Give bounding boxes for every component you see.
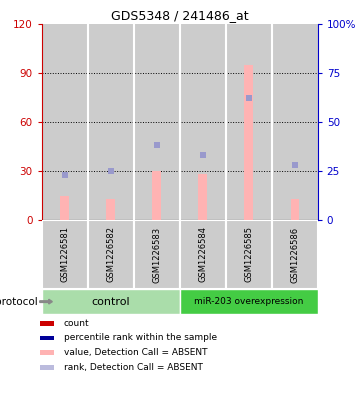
Bar [180, 220, 226, 289]
Text: GSM1226583: GSM1226583 [152, 226, 161, 283]
Bar [88, 24, 134, 220]
Bar [42, 24, 88, 220]
Text: rank, Detection Call = ABSENT: rank, Detection Call = ABSENT [64, 363, 203, 372]
Bar [88, 220, 134, 289]
Title: GDS5348 / 241486_at: GDS5348 / 241486_at [111, 9, 248, 22]
Text: control: control [91, 297, 130, 307]
Bar [199, 174, 207, 220]
Text: miR-203 overexpression: miR-203 overexpression [194, 297, 303, 306]
Bar [180, 24, 226, 220]
Bar [40, 321, 54, 325]
Bar [226, 220, 272, 289]
Bar [226, 24, 272, 220]
Bar [40, 336, 54, 340]
Text: percentile rank within the sample: percentile rank within the sample [64, 334, 217, 342]
Bar [134, 24, 180, 220]
Text: GSM1226585: GSM1226585 [244, 226, 253, 283]
Bar [291, 199, 299, 220]
Bar [60, 195, 69, 220]
Bar [244, 64, 253, 220]
Bar [42, 289, 180, 314]
Text: protocol: protocol [0, 297, 38, 307]
Text: GSM1226581: GSM1226581 [60, 226, 69, 283]
Bar [180, 289, 318, 314]
Bar [42, 220, 88, 289]
Bar [272, 220, 318, 289]
Text: GSM1226586: GSM1226586 [290, 226, 299, 283]
Text: value, Detection Call = ABSENT: value, Detection Call = ABSENT [64, 348, 208, 357]
Bar [40, 351, 54, 355]
Bar [40, 365, 54, 370]
Bar [152, 171, 161, 220]
Text: GSM1226582: GSM1226582 [106, 226, 115, 283]
Text: GSM1226584: GSM1226584 [198, 226, 207, 283]
Text: count: count [64, 319, 90, 328]
Bar [272, 24, 318, 220]
Bar [134, 220, 180, 289]
Bar [106, 199, 115, 220]
